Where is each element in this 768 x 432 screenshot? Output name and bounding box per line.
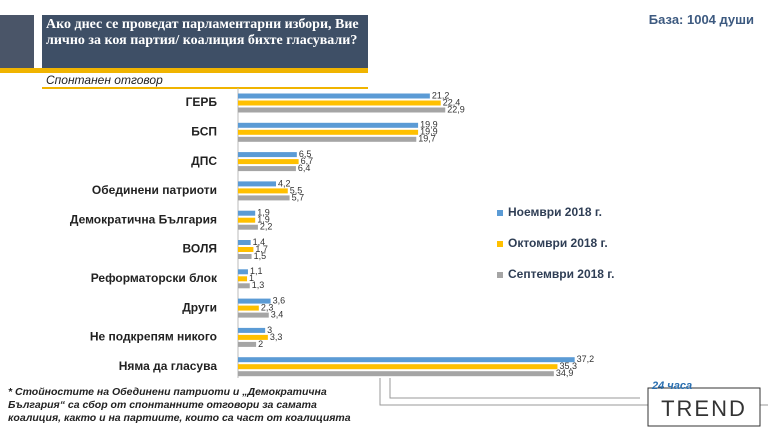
bar (238, 247, 254, 252)
value-label: 6,4 (298, 163, 311, 173)
category-label: Реформаторски блок (91, 271, 218, 285)
value-label: 1,9 (257, 208, 270, 218)
value-label: 2,2 (260, 222, 273, 232)
bar (238, 305, 259, 311)
category-label: Няма да гласува (119, 359, 218, 373)
value-label: 5,7 (292, 192, 305, 202)
value-label: 3 (267, 325, 272, 335)
value-label: 22,4 (443, 97, 461, 107)
bar (238, 371, 554, 377)
value-label: 6,5 (299, 149, 312, 159)
category-label: ВОЛЯ (183, 242, 217, 256)
value-label: 22,9 (447, 104, 465, 114)
legend-label: Октомври 2018 г. (508, 236, 608, 250)
value-label: 35,3 (559, 361, 577, 371)
value-label: 3,3 (270, 332, 283, 342)
bar (238, 334, 268, 340)
bar (238, 188, 288, 194)
bar (238, 276, 248, 282)
value-label: 37,2 (577, 354, 595, 364)
value-label: 21,2 (432, 90, 450, 100)
bar (238, 269, 248, 275)
bar (238, 152, 297, 158)
bar (238, 224, 258, 230)
category-label: Демократична България (70, 212, 217, 226)
bar (238, 283, 250, 289)
header-rule (0, 68, 368, 73)
bar (238, 122, 419, 128)
legend-swatch (497, 241, 503, 247)
bar (238, 166, 296, 172)
value-label: 1 (249, 273, 254, 283)
bar (238, 100, 441, 106)
bar (238, 159, 299, 165)
bar (238, 357, 575, 363)
bar (238, 129, 419, 135)
category-label: Не подкрепям никого (90, 330, 217, 344)
value-label: 2,3 (261, 302, 274, 312)
bar (238, 254, 252, 259)
value-label: 1,4 (253, 237, 266, 247)
logo-bottom: TREND (661, 396, 747, 421)
base-note: База: 1004 души (648, 12, 754, 27)
chart-subtitle: Спонтанен отговор (46, 73, 163, 87)
bar (238, 341, 257, 347)
chart-title: Ако днес се проведат парламентарни избор… (46, 17, 359, 48)
value-label: 2 (258, 339, 263, 349)
value-label: 1,7 (255, 244, 268, 254)
value-label: 6,7 (301, 156, 314, 166)
bar (238, 217, 256, 223)
logo-top: 24 часа (651, 380, 692, 392)
legend-label: Ноември 2018 г. (508, 205, 602, 219)
legend-label: Септември 2018 г. (508, 267, 614, 281)
logo-box (647, 387, 761, 427)
value-label: 5,5 (290, 185, 303, 195)
footnote: * Стойностите на Обединени патриоти и „Д… (8, 386, 351, 424)
category-label: ГЕРБ (186, 95, 218, 109)
value-label: 3,4 (271, 309, 284, 319)
bar (238, 210, 256, 216)
value-label: 19,7 (418, 134, 436, 144)
legend-swatch (497, 272, 503, 278)
value-label: 1,9 (257, 215, 270, 225)
bar (238, 181, 277, 187)
value-label: 1,3 (252, 280, 265, 290)
category-label: БСП (191, 124, 217, 138)
category-label: ДПС (191, 154, 217, 168)
category-label: Други (182, 300, 217, 314)
value-label: 1,1 (250, 266, 263, 276)
bar (238, 240, 251, 245)
deco-lines (379, 378, 768, 406)
value-label: 34,9 (556, 368, 574, 378)
bar (238, 364, 558, 370)
sub-rule (42, 87, 368, 89)
value-label: 3,6 (273, 295, 286, 305)
value-label: 19,9 (420, 120, 438, 130)
value-label: 4,2 (278, 178, 291, 188)
bar (238, 93, 430, 99)
header-stripe (0, 15, 34, 68)
value-label: 19,9 (420, 127, 438, 137)
bar (238, 195, 290, 201)
bar (238, 327, 266, 333)
bar (238, 298, 271, 304)
bar (238, 107, 446, 113)
legend-swatch (497, 210, 503, 216)
bar (238, 312, 269, 318)
bar (238, 136, 417, 142)
value-label: 1,5 (254, 251, 267, 261)
header-panel (42, 15, 368, 68)
category-label: Обединени патриоти (92, 183, 217, 197)
